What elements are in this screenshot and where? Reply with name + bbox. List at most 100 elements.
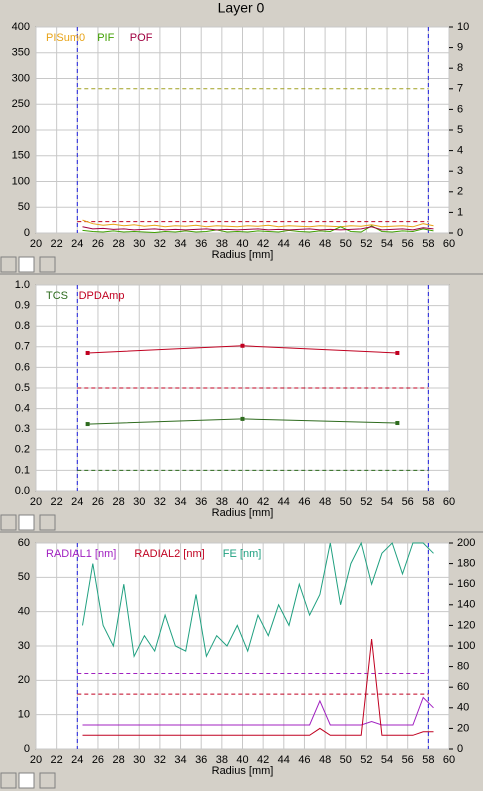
x-tick-label: 22 xyxy=(51,754,63,766)
y2-tick-label: 7 xyxy=(457,83,463,95)
y-tick-label: 60 xyxy=(18,537,30,549)
x-tick-label: 48 xyxy=(319,496,331,508)
pan-button[interactable] xyxy=(39,256,56,273)
x-tick-label: 28 xyxy=(112,238,124,250)
zoom-button[interactable] xyxy=(0,772,17,789)
y-tick-label: 0.2 xyxy=(15,444,30,456)
y-tick-label: 0.6 xyxy=(15,361,30,373)
x-tick-label: 26 xyxy=(92,496,104,508)
y-tick-label: 10 xyxy=(18,709,30,721)
x-tick-label: 52 xyxy=(360,754,372,766)
point-marker xyxy=(240,416,245,421)
legend-entry: RADIAL2 [nm] xyxy=(134,548,204,560)
x-tick-label: 40 xyxy=(236,754,248,766)
zoom-button[interactable] xyxy=(0,514,17,531)
x-tick-label: 50 xyxy=(340,496,352,508)
x-tick-label: 58 xyxy=(422,754,434,766)
y-tick-label: 150 xyxy=(12,150,30,162)
point-marker xyxy=(395,350,400,355)
x-tick-label: 22 xyxy=(51,238,63,250)
y-tick-label: 40 xyxy=(18,606,30,618)
y-tick-label: 0.1 xyxy=(15,464,30,476)
x-tick-label: 30 xyxy=(133,238,145,250)
x-tick-label: 56 xyxy=(402,496,414,508)
y-tick-label: 200 xyxy=(12,124,30,136)
x-tick-label: 26 xyxy=(92,754,104,766)
pan-button[interactable] xyxy=(39,514,56,531)
y2-tick-label: 0 xyxy=(457,227,463,239)
y2-tick-label: 10 xyxy=(457,21,469,33)
x-tick-label: 60 xyxy=(443,238,455,250)
x-tick-label: 28 xyxy=(112,754,124,766)
legend-entry: PIF xyxy=(97,32,114,44)
x-tick-label: 44 xyxy=(278,238,290,250)
x-tick-label: 32 xyxy=(154,238,166,250)
y-tick-label: 20 xyxy=(18,674,30,686)
x-tick-label: 60 xyxy=(443,754,455,766)
x-tick-label: 46 xyxy=(298,496,310,508)
x-axis-label: Radius [mm] xyxy=(212,507,274,519)
x-tick-label: 34 xyxy=(174,754,186,766)
x-tick-label: 30 xyxy=(133,496,145,508)
x-tick-label: 58 xyxy=(422,238,434,250)
crosshair-button[interactable] xyxy=(18,772,35,789)
x-tick-label: 32 xyxy=(154,496,166,508)
x-axis-label: Radius [mm] xyxy=(212,249,274,261)
x-tick-label: 34 xyxy=(174,238,186,250)
legend-entry: POF xyxy=(130,32,153,44)
y-tick-label: 0.4 xyxy=(15,403,30,415)
y2-tick-label: 120 xyxy=(457,619,475,631)
x-tick-label: 42 xyxy=(257,754,269,766)
zoom-button[interactable] xyxy=(0,256,17,273)
y-tick-label: 0.5 xyxy=(15,382,30,394)
x-tick-label: 60 xyxy=(443,496,455,508)
y-tick-label: 250 xyxy=(12,98,30,110)
series-line xyxy=(82,639,434,736)
x-tick-label: 52 xyxy=(360,238,372,250)
series-line xyxy=(82,226,434,231)
y2-tick-label: 4 xyxy=(457,145,463,157)
x-tick-label: 34 xyxy=(174,496,186,508)
y2-tick-label: 6 xyxy=(457,103,463,115)
y2-tick-label: 80 xyxy=(457,661,469,673)
x-tick-label: 54 xyxy=(381,238,393,250)
x-tick-label: 22 xyxy=(51,496,63,508)
x-tick-label: 48 xyxy=(319,238,331,250)
y2-tick-label: 100 xyxy=(457,640,475,652)
y-tick-label: 100 xyxy=(12,175,30,187)
x-tick-label: 24 xyxy=(71,496,83,508)
x-tick-label: 32 xyxy=(154,754,166,766)
x-tick-label: 20 xyxy=(30,496,42,508)
crosshair-button[interactable] xyxy=(18,514,35,531)
x-tick-label: 24 xyxy=(71,238,83,250)
legend-entry: PISum0 xyxy=(46,32,85,44)
y2-tick-label: 180 xyxy=(457,558,475,570)
y2-tick-label: 20 xyxy=(457,722,469,734)
y2-tick-label: 200 xyxy=(457,537,475,549)
y2-tick-label: 60 xyxy=(457,681,469,693)
y-tick-label: 350 xyxy=(12,47,30,59)
y2-tick-label: 9 xyxy=(457,42,463,54)
series-line xyxy=(82,541,434,658)
y2-tick-label: 0 xyxy=(457,743,463,755)
x-tick-label: 54 xyxy=(381,754,393,766)
legend-entry: RADIAL1 [nm] xyxy=(46,548,116,560)
y-tick-label: 50 xyxy=(18,201,30,213)
x-tick-label: 40 xyxy=(236,238,248,250)
crosshair-button[interactable] xyxy=(18,256,35,273)
toolbar xyxy=(0,256,56,789)
x-tick-label: 46 xyxy=(298,754,310,766)
x-tick-label: 46 xyxy=(298,238,310,250)
y-tick-label: 0.8 xyxy=(15,320,30,332)
y-tick-label: 0.0 xyxy=(15,485,30,497)
x-tick-label: 40 xyxy=(236,496,248,508)
y2-tick-label: 3 xyxy=(457,165,463,177)
y-tick-label: 0.9 xyxy=(15,300,30,312)
x-tick-label: 38 xyxy=(216,496,228,508)
x-axis-label: Radius [mm] xyxy=(212,765,274,777)
legend-entry: TCS xyxy=(46,290,68,302)
pan-button[interactable] xyxy=(39,772,56,789)
series-line xyxy=(82,696,434,726)
